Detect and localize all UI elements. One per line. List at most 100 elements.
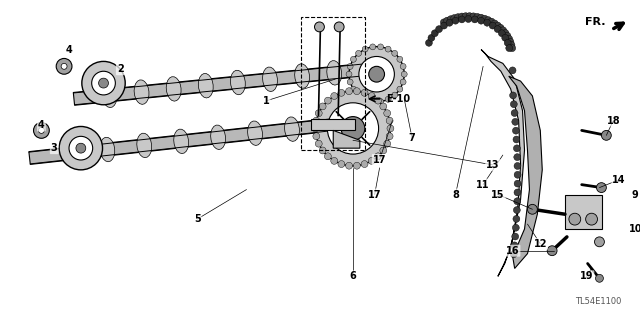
Circle shape	[470, 13, 477, 20]
Circle shape	[346, 88, 353, 95]
Circle shape	[312, 125, 319, 132]
Polygon shape	[29, 114, 371, 164]
Circle shape	[362, 46, 368, 52]
Circle shape	[504, 32, 511, 39]
Circle shape	[400, 79, 406, 85]
Circle shape	[513, 207, 520, 213]
Circle shape	[426, 40, 433, 46]
Circle shape	[353, 162, 360, 169]
Circle shape	[513, 215, 520, 222]
Circle shape	[56, 58, 72, 74]
Circle shape	[509, 92, 516, 99]
Circle shape	[586, 213, 598, 225]
Circle shape	[82, 61, 125, 105]
Circle shape	[374, 97, 381, 104]
Circle shape	[384, 140, 390, 147]
Circle shape	[509, 67, 516, 74]
Circle shape	[447, 16, 454, 23]
Circle shape	[319, 147, 326, 154]
Circle shape	[368, 93, 375, 100]
Circle shape	[465, 16, 472, 22]
Text: 13: 13	[486, 160, 500, 170]
Text: 10: 10	[629, 224, 640, 234]
Circle shape	[338, 89, 345, 96]
Circle shape	[386, 133, 393, 140]
Circle shape	[477, 17, 484, 24]
Circle shape	[99, 78, 108, 88]
Circle shape	[504, 40, 511, 46]
Text: 14: 14	[612, 175, 626, 185]
Circle shape	[436, 26, 442, 33]
Circle shape	[368, 158, 375, 164]
Circle shape	[458, 13, 465, 20]
Text: 19: 19	[580, 271, 593, 281]
Circle shape	[351, 56, 356, 62]
Circle shape	[477, 14, 484, 21]
Circle shape	[319, 103, 326, 110]
Text: 17: 17	[373, 155, 387, 165]
Circle shape	[59, 126, 102, 170]
Circle shape	[513, 224, 519, 231]
Circle shape	[446, 19, 453, 26]
Circle shape	[451, 15, 458, 21]
Circle shape	[513, 136, 520, 143]
Text: 4: 4	[66, 45, 72, 55]
Polygon shape	[509, 76, 542, 269]
Circle shape	[392, 92, 397, 98]
Circle shape	[513, 127, 519, 134]
Polygon shape	[100, 137, 115, 162]
Text: 5: 5	[194, 214, 200, 224]
Circle shape	[316, 140, 322, 147]
Circle shape	[384, 110, 390, 117]
Circle shape	[385, 46, 391, 52]
Polygon shape	[137, 133, 152, 158]
Text: 15: 15	[491, 189, 505, 199]
Polygon shape	[248, 121, 262, 145]
Circle shape	[378, 99, 383, 105]
Circle shape	[346, 71, 352, 77]
Polygon shape	[173, 129, 189, 153]
Circle shape	[547, 246, 557, 256]
Bar	[301, 17, 365, 150]
Circle shape	[314, 22, 324, 32]
Circle shape	[331, 158, 338, 164]
Circle shape	[440, 19, 447, 26]
Polygon shape	[134, 80, 149, 104]
Circle shape	[347, 79, 353, 85]
Polygon shape	[262, 67, 277, 92]
Circle shape	[471, 16, 478, 23]
Circle shape	[347, 63, 353, 70]
Bar	[565, 195, 602, 229]
Circle shape	[38, 128, 44, 133]
Circle shape	[506, 45, 513, 52]
Polygon shape	[310, 119, 355, 130]
Circle shape	[61, 63, 67, 69]
Circle shape	[514, 154, 521, 160]
Text: 12: 12	[534, 239, 547, 249]
Circle shape	[514, 180, 521, 187]
Circle shape	[76, 143, 86, 153]
Circle shape	[484, 19, 491, 26]
Circle shape	[392, 50, 397, 56]
Polygon shape	[74, 63, 371, 105]
Circle shape	[316, 110, 322, 117]
Circle shape	[444, 17, 451, 24]
Circle shape	[428, 34, 435, 41]
Circle shape	[514, 171, 521, 178]
Circle shape	[361, 89, 368, 96]
Circle shape	[500, 27, 506, 34]
Text: 18: 18	[607, 115, 620, 126]
Circle shape	[334, 22, 344, 32]
Circle shape	[595, 274, 604, 282]
Circle shape	[511, 242, 518, 249]
Circle shape	[509, 45, 516, 52]
Circle shape	[397, 86, 403, 92]
Circle shape	[380, 147, 387, 154]
Text: 1: 1	[263, 96, 269, 106]
Polygon shape	[294, 64, 310, 88]
Circle shape	[346, 162, 353, 169]
Polygon shape	[333, 130, 360, 148]
Circle shape	[341, 117, 365, 140]
Circle shape	[510, 251, 517, 258]
Circle shape	[69, 136, 93, 160]
